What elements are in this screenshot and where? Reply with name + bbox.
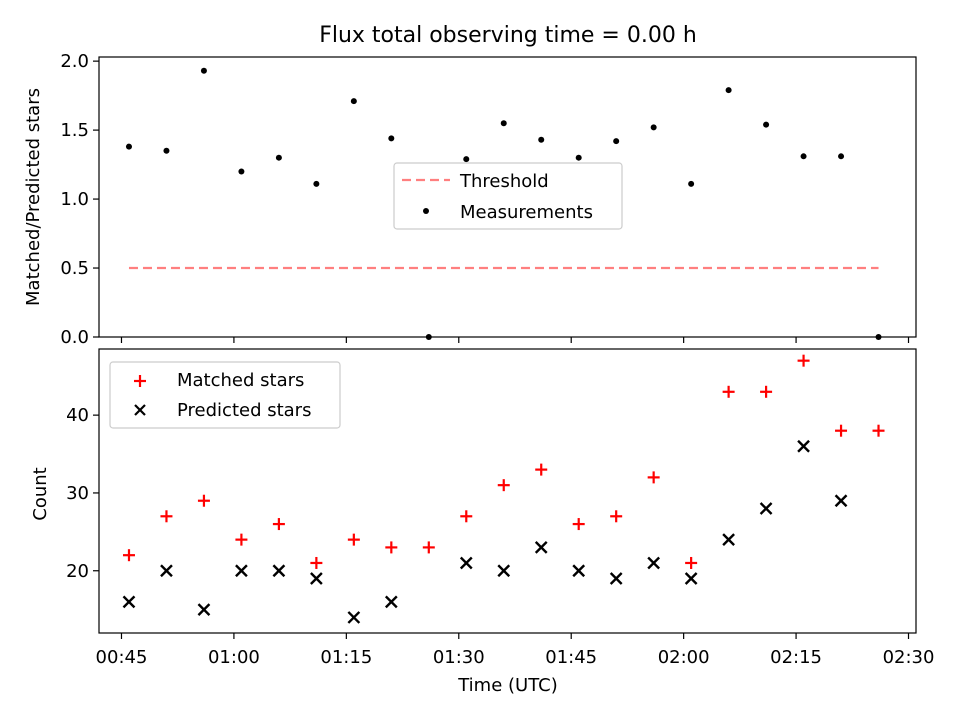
- matched-star-point: [422, 541, 435, 554]
- x-tick-label: 01:45: [545, 647, 597, 668]
- count-legend-box: [109, 361, 341, 429]
- predicted-star-point: [759, 502, 773, 515]
- predicted-star-point: [609, 572, 623, 585]
- threshold-legend-label: Threshold: [459, 171, 549, 192]
- count-legend: Matched stars Predicted stars: [109, 361, 341, 429]
- count-y-axis-label: Count: [30, 467, 51, 520]
- x-tick-label: 01:00: [208, 647, 260, 668]
- matched-star-point: [310, 556, 323, 569]
- predicted-star-point: [797, 439, 810, 453]
- matched-star-point: [122, 549, 135, 562]
- matched-star-point: [460, 510, 473, 523]
- x-tick-label: 01:15: [320, 647, 372, 668]
- count-y-tick-label: 40: [66, 405, 89, 426]
- ratio-y-tick-label: 0.5: [60, 258, 89, 279]
- predicted-star-point: [647, 556, 661, 570]
- predicted-star-point: [160, 564, 173, 578]
- predicted-star-point: [497, 564, 511, 578]
- predicted-star-point: [272, 564, 286, 578]
- matched-stars-legend-label: Matched stars: [177, 370, 304, 391]
- matched-star-point: [610, 510, 623, 523]
- matched-star-point: [647, 471, 660, 484]
- matched-star-point: [797, 354, 810, 367]
- predicted-star-point: [384, 595, 398, 609]
- measurement-point: [463, 156, 470, 163]
- ratio-panel: 0.00.51.01.52.0 Matched/Predicted stars …: [23, 51, 917, 348]
- matched-star-point: [385, 541, 398, 554]
- ratio-legend: Threshold Measurements: [393, 162, 623, 230]
- count-frame: [98, 348, 917, 634]
- x-tick-label: 02:15: [770, 647, 822, 668]
- count-y-tick-label: 30: [66, 483, 89, 504]
- ratio-y-tick-label: 1.5: [60, 120, 89, 141]
- measurement-point: [725, 87, 732, 94]
- predicted-star-point: [459, 556, 473, 570]
- matched-star-point: [497, 479, 510, 492]
- ratio-axes: 0.0 0.5 1.0 1.5 2.0: [60, 51, 910, 348]
- matched-star-point: [835, 424, 848, 437]
- matched-stars-legend-swatch: [134, 375, 146, 387]
- measurement-point: [163, 147, 170, 154]
- matched-star-point: [197, 494, 210, 507]
- matched-star-point: [685, 556, 698, 569]
- predicted-star-point: [122, 595, 136, 609]
- matched-star-point: [160, 510, 173, 523]
- matched-star-point: [347, 533, 360, 546]
- ratio-y-tick-label: 2.0: [60, 51, 89, 72]
- predicted-star-point: [834, 494, 848, 508]
- measurement-point: [613, 138, 620, 145]
- x-tick-label: 01:30: [433, 647, 485, 668]
- measurements-legend-swatch: [423, 208, 429, 214]
- ratio-y-tick-label: 0.0: [60, 327, 89, 348]
- predicted-star-point: [684, 572, 698, 585]
- measurement-point: [650, 124, 657, 131]
- measurements-legend-label: Measurements: [460, 202, 593, 223]
- count-y-tick-label: 20: [66, 561, 89, 582]
- measurement-point: [800, 153, 807, 160]
- measurement-point: [350, 98, 357, 105]
- predicted-star-point: [310, 572, 323, 585]
- x-tick-label: 02:30: [883, 647, 935, 668]
- matched-star-point: [760, 385, 773, 398]
- matched-star-point: [272, 518, 285, 531]
- x-tick-label: 00:45: [96, 647, 148, 668]
- measurement-point: [763, 121, 770, 128]
- measurement-point: [125, 143, 132, 150]
- chart-title: Flux total observing time = 0.00 h: [319, 23, 697, 48]
- predicted-stars-legend-swatch: [134, 404, 146, 416]
- measurement-point: [313, 180, 320, 187]
- predicted-star-point: [197, 603, 211, 617]
- matched-star-point: [572, 518, 585, 531]
- ratio-frame: [98, 56, 917, 338]
- measurement-point: [238, 168, 245, 175]
- measurement-point: [838, 153, 845, 160]
- matched-star-point: [535, 463, 548, 476]
- predicted-star-point: [347, 611, 361, 624]
- ratio-y-tick-label: 1.0: [60, 189, 89, 210]
- predicted-stars-legend-label: Predicted stars: [177, 400, 311, 421]
- predicted-star-point: [534, 541, 548, 554]
- predicted-star-point: [235, 564, 248, 578]
- matched-star-point: [722, 385, 735, 398]
- count-marks: [122, 354, 885, 624]
- measurement-point: [575, 154, 582, 161]
- count-panel: 20 30 40 00:45 01:00 01:15 01:30 01:45 02:00 02:1…: [30, 348, 934, 696]
- ratio-legend-box: [393, 162, 623, 230]
- matched-star-point: [872, 424, 885, 437]
- measurement-point: [688, 180, 695, 187]
- predicted-star-point: [572, 564, 586, 578]
- count-axes: 20 30 40 00:45 01:00 01:15 01:30 01:45 02:00 02:1…: [66, 405, 934, 668]
- measurement-point: [538, 136, 545, 143]
- measurement-point: [500, 120, 507, 127]
- x-tick-label: 02:00: [658, 647, 710, 668]
- predicted-star-point: [722, 533, 735, 546]
- measurement-point: [200, 67, 207, 74]
- matched-star-point: [235, 533, 248, 546]
- measurement-point: [388, 135, 395, 142]
- ratio-y-axis-label: Matched/Predicted stars: [23, 88, 44, 306]
- measurement-point: [275, 154, 282, 161]
- x-axis-label: Time (UTC): [457, 675, 558, 696]
